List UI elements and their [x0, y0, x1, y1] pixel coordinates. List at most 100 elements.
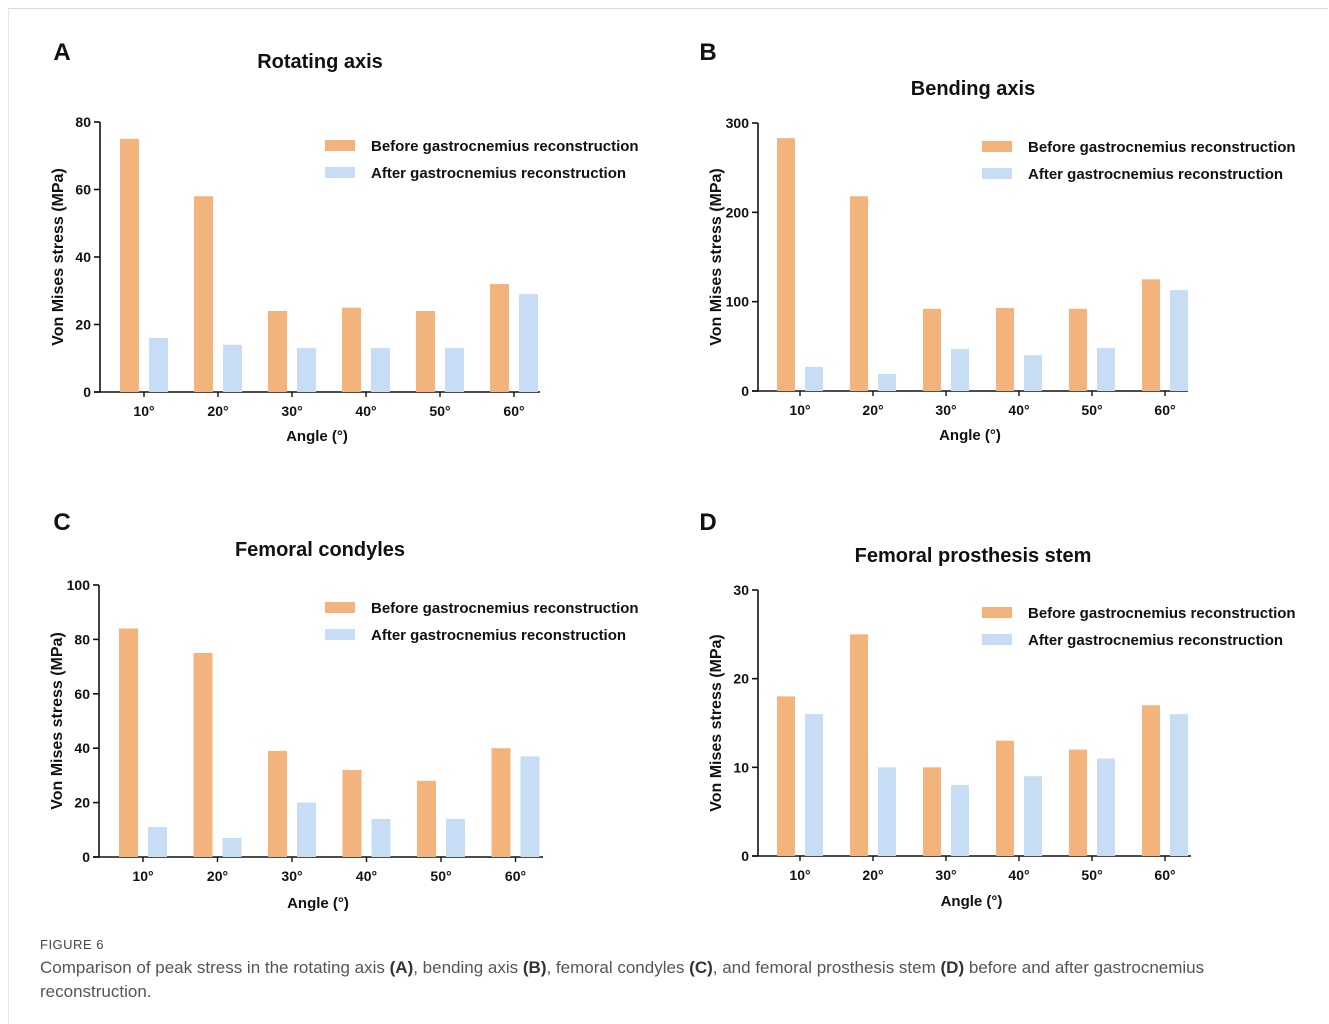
legend: Before gastrocnemius reconstruction After…: [325, 138, 639, 182]
y-tick-label: 80: [74, 631, 90, 647]
x-tick-label: 40°: [1008, 402, 1029, 418]
bar-before-2: [194, 196, 213, 392]
bar-before-4: [996, 740, 1014, 856]
bar-after-3: [297, 348, 316, 392]
bar-after-2: [223, 344, 242, 392]
y-tick-label: 100: [726, 294, 750, 310]
caption-panel-ref: (A): [389, 958, 414, 977]
y-tick-label: 300: [726, 115, 750, 131]
bar-after-2: [878, 374, 896, 391]
legend: Before gastrocnemius reconstruction After…: [325, 600, 639, 644]
y-tick-label: 40: [75, 249, 91, 265]
chart-title: Rotating axis: [257, 51, 383, 73]
legend-swatch: [325, 629, 355, 640]
panel-letter: A: [53, 39, 70, 66]
legend-swatch: [982, 168, 1012, 179]
x-tick-label: 30°: [935, 867, 956, 883]
caption-segment: before and after gastrocnemius reconstru…: [40, 958, 1205, 1001]
x-tick-label: 30°: [281, 403, 302, 419]
legend-label: After gastrocnemius reconstruction: [1028, 166, 1283, 183]
x-tick-label: 10°: [789, 402, 810, 418]
x-tick-label: 10°: [132, 868, 153, 884]
bar-after-3: [951, 785, 969, 856]
y-tick-label: 60: [74, 686, 90, 702]
chart-title: Bending axis: [911, 78, 1035, 100]
legend-label: Before gastrocnemius reconstruction: [371, 600, 639, 617]
y-axis-label: Von Mises stress (MPa): [708, 168, 725, 346]
caption-segment: , and femoral prosthesis stem: [712, 958, 941, 977]
x-tick-label: 10°: [789, 867, 810, 883]
y-tick-label: 60: [75, 182, 91, 198]
bar-after-1: [148, 827, 167, 857]
bar-before-4: [342, 769, 362, 857]
top-border: [8, 8, 1328, 9]
legend-swatch: [325, 140, 355, 151]
chart-title: Femoral prosthesis stem: [855, 545, 1092, 567]
chart-panel-d: D Femoral prosthesis stem 0 10 20 30 Von Mises…: [699, 509, 1295, 910]
caption-segment: , femoral condyles: [546, 958, 690, 977]
legend-swatch: [325, 167, 355, 178]
bar-after-1: [805, 714, 823, 856]
caption-segment: Comparison of peak stress in the rotatin…: [40, 958, 390, 977]
bar-after-5: [445, 348, 464, 392]
x-tick-label: 10°: [133, 403, 154, 419]
bar-after-2: [878, 767, 896, 856]
bar-before-1: [777, 696, 795, 856]
x-tick-label: 40°: [356, 868, 377, 884]
legend-label: Before gastrocnemius reconstruction: [1028, 605, 1296, 622]
chart-panel-c: C Femoral condyles 0 20 40 60 80 100 Von Mises s…: [49, 509, 639, 912]
bar-before-3: [268, 311, 287, 392]
x-axis-label: Angle (°): [939, 427, 1001, 444]
chart-panel-b: B Bending axis 0 100 200 300 Von Mises stress …: [699, 39, 1295, 444]
y-tick-label: 10: [733, 759, 749, 775]
y-tick-label: 100: [67, 577, 91, 593]
legend: Before gastrocnemius reconstruction After…: [982, 139, 1296, 183]
x-tick-label: 60°: [1154, 867, 1175, 883]
legend-swatch: [325, 602, 355, 613]
figure-6: A Rotating axis 0 20 40 60 80 Von Mises stress …: [49, 39, 1296, 912]
bar-before-3: [923, 767, 941, 856]
legend-label: After gastrocnemius reconstruction: [371, 165, 626, 182]
bar-after-1: [149, 338, 168, 392]
bar-after-5: [1097, 348, 1115, 391]
bar-before-1: [119, 628, 138, 857]
caption-panel-ref: (D): [940, 958, 965, 977]
left-border: [8, 8, 9, 1024]
bar-after-6: [519, 294, 538, 392]
bar-before-5: [1069, 749, 1087, 856]
bar-before-6: [1142, 705, 1160, 856]
y-tick-label: 0: [741, 848, 749, 864]
bar-before-3: [923, 308, 941, 391]
x-tick-label: 50°: [1081, 402, 1102, 418]
bar-after-5: [446, 818, 465, 857]
bar-after-2: [222, 837, 242, 857]
y-tick-label: 40: [74, 740, 90, 756]
legend-label: After gastrocnemius reconstruction: [1028, 632, 1283, 649]
x-axis-label: Angle (°): [941, 893, 1003, 910]
bar-after-6: [1170, 714, 1188, 856]
x-axis-label: Angle (°): [287, 895, 349, 912]
bar-before-5: [1069, 308, 1087, 391]
bar-after-4: [371, 348, 390, 392]
caption-panel-ref: (B): [522, 958, 547, 977]
x-tick-label: 50°: [1081, 867, 1102, 883]
bar-after-3: [951, 349, 969, 391]
bar-before-2: [193, 653, 213, 857]
x-tick-label: 50°: [429, 403, 450, 419]
y-tick-label: 0: [741, 383, 749, 399]
x-tick-label: 30°: [935, 402, 956, 418]
bar-after-4: [371, 818, 391, 857]
bar-after-6: [520, 756, 540, 857]
y-tick-label: 200: [726, 204, 750, 220]
caption-panel-ref: (C): [689, 958, 713, 977]
panel-letter: B: [699, 39, 716, 66]
bar-after-5: [1097, 758, 1115, 856]
x-tick-label: 20°: [862, 867, 883, 883]
x-tick-label: 40°: [1008, 867, 1029, 883]
caption-segment: , bending axis: [413, 958, 523, 977]
bar-after-1: [805, 366, 823, 391]
bar-before-2: [850, 196, 868, 391]
bar-after-4: [1024, 776, 1042, 856]
bar-before-2: [850, 634, 868, 856]
figure-label: FIGURE 6: [40, 937, 104, 952]
